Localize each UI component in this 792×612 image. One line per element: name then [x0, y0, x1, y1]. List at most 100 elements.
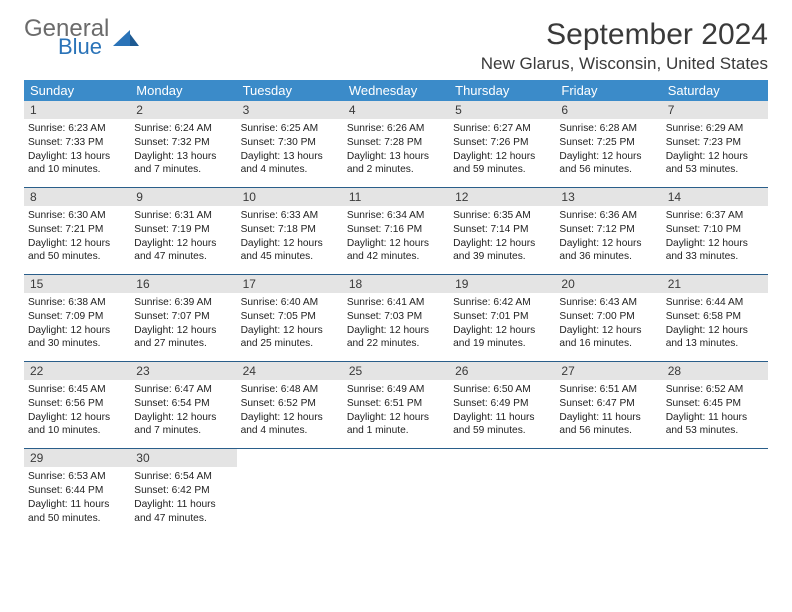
day-number: 25: [343, 362, 449, 380]
day-body: Sunrise: 6:43 AMSunset: 7:00 PMDaylight:…: [555, 293, 661, 361]
sunrise-line: Sunrise: 6:52 AM: [666, 383, 764, 397]
day-of-week-header: Thursday: [449, 80, 555, 101]
header: General Blue September 2024 New Glarus, …: [24, 18, 768, 74]
sunrise-line: Sunrise: 6:30 AM: [28, 209, 126, 223]
day-number: 21: [662, 275, 768, 293]
day-cell: 30Sunrise: 6:54 AMSunset: 6:42 PMDayligh…: [130, 449, 236, 536]
day-number: 12: [449, 188, 555, 206]
day-body: Sunrise: 6:51 AMSunset: 6:47 PMDaylight:…: [555, 380, 661, 448]
sunset-line: Sunset: 7:25 PM: [559, 136, 657, 150]
empty-cell: [555, 449, 661, 536]
day-cell: 22Sunrise: 6:45 AMSunset: 6:56 PMDayligh…: [24, 362, 130, 449]
empty-cell: [343, 449, 449, 536]
day-body: Sunrise: 6:53 AMSunset: 6:44 PMDaylight:…: [24, 467, 130, 535]
week-row: 29Sunrise: 6:53 AMSunset: 6:44 PMDayligh…: [24, 449, 768, 536]
sunset-line: Sunset: 7:05 PM: [241, 310, 339, 324]
sunset-line: Sunset: 7:03 PM: [347, 310, 445, 324]
day-cell: 15Sunrise: 6:38 AMSunset: 7:09 PMDayligh…: [24, 275, 130, 362]
day-of-week-header: Sunday: [24, 80, 130, 101]
sunset-line: Sunset: 7:00 PM: [559, 310, 657, 324]
day-body: Sunrise: 6:49 AMSunset: 6:51 PMDaylight:…: [343, 380, 449, 448]
day-cell: 2Sunrise: 6:24 AMSunset: 7:32 PMDaylight…: [130, 101, 236, 188]
daylight-line: Daylight: 12 hours and 13 minutes.: [666, 324, 764, 352]
month-title: September 2024: [481, 18, 768, 52]
sunset-line: Sunset: 6:52 PM: [241, 397, 339, 411]
day-cell: 13Sunrise: 6:36 AMSunset: 7:12 PMDayligh…: [555, 188, 661, 275]
day-cell: 17Sunrise: 6:40 AMSunset: 7:05 PMDayligh…: [237, 275, 343, 362]
day-number: 19: [449, 275, 555, 293]
daylight-line: Daylight: 12 hours and 53 minutes.: [666, 150, 764, 178]
day-body: Sunrise: 6:24 AMSunset: 7:32 PMDaylight:…: [130, 119, 236, 187]
day-cell: 14Sunrise: 6:37 AMSunset: 7:10 PMDayligh…: [662, 188, 768, 275]
day-of-week-header: Saturday: [662, 80, 768, 101]
day-body: Sunrise: 6:38 AMSunset: 7:09 PMDaylight:…: [24, 293, 130, 361]
daylight-line: Daylight: 12 hours and 16 minutes.: [559, 324, 657, 352]
sunset-line: Sunset: 7:33 PM: [28, 136, 126, 150]
day-number: 28: [662, 362, 768, 380]
brand-blue: Blue: [58, 37, 109, 58]
daylight-line: Daylight: 12 hours and 25 minutes.: [241, 324, 339, 352]
sunrise-line: Sunrise: 6:25 AM: [241, 122, 339, 136]
day-number: 5: [449, 101, 555, 119]
day-body: Sunrise: 6:47 AMSunset: 6:54 PMDaylight:…: [130, 380, 236, 448]
daylight-line: Daylight: 12 hours and 22 minutes.: [347, 324, 445, 352]
day-number: 4: [343, 101, 449, 119]
empty-cell: [449, 449, 555, 536]
title-block: September 2024 New Glarus, Wisconsin, Un…: [481, 18, 768, 74]
week-row: 8Sunrise: 6:30 AMSunset: 7:21 PMDaylight…: [24, 188, 768, 275]
daylight-line: Daylight: 12 hours and 56 minutes.: [559, 150, 657, 178]
day-cell: 16Sunrise: 6:39 AMSunset: 7:07 PMDayligh…: [130, 275, 236, 362]
sunset-line: Sunset: 7:23 PM: [666, 136, 764, 150]
day-number: 29: [24, 449, 130, 467]
sunset-line: Sunset: 7:19 PM: [134, 223, 232, 237]
day-number: 15: [24, 275, 130, 293]
day-number: 2: [130, 101, 236, 119]
sunset-line: Sunset: 7:09 PM: [28, 310, 126, 324]
day-number: 26: [449, 362, 555, 380]
sunrise-line: Sunrise: 6:38 AM: [28, 296, 126, 310]
day-cell: 3Sunrise: 6:25 AMSunset: 7:30 PMDaylight…: [237, 101, 343, 188]
day-cell: 20Sunrise: 6:43 AMSunset: 7:00 PMDayligh…: [555, 275, 661, 362]
day-cell: 8Sunrise: 6:30 AMSunset: 7:21 PMDaylight…: [24, 188, 130, 275]
sunrise-line: Sunrise: 6:43 AM: [559, 296, 657, 310]
day-cell: 4Sunrise: 6:26 AMSunset: 7:28 PMDaylight…: [343, 101, 449, 188]
day-body: Sunrise: 6:48 AMSunset: 6:52 PMDaylight:…: [237, 380, 343, 448]
day-cell: 29Sunrise: 6:53 AMSunset: 6:44 PMDayligh…: [24, 449, 130, 536]
sunset-line: Sunset: 6:58 PM: [666, 310, 764, 324]
day-of-week-row: SundayMondayTuesdayWednesdayThursdayFrid…: [24, 80, 768, 101]
sunrise-line: Sunrise: 6:49 AM: [347, 383, 445, 397]
day-body: Sunrise: 6:26 AMSunset: 7:28 PMDaylight:…: [343, 119, 449, 187]
day-body: Sunrise: 6:36 AMSunset: 7:12 PMDaylight:…: [555, 206, 661, 274]
location: New Glarus, Wisconsin, United States: [481, 54, 768, 74]
day-body: Sunrise: 6:29 AMSunset: 7:23 PMDaylight:…: [662, 119, 768, 187]
day-body: Sunrise: 6:37 AMSunset: 7:10 PMDaylight:…: [662, 206, 768, 274]
day-of-week-header: Tuesday: [237, 80, 343, 101]
sunrise-line: Sunrise: 6:23 AM: [28, 122, 126, 136]
sunrise-line: Sunrise: 6:37 AM: [666, 209, 764, 223]
day-cell: 23Sunrise: 6:47 AMSunset: 6:54 PMDayligh…: [130, 362, 236, 449]
sunset-line: Sunset: 7:21 PM: [28, 223, 126, 237]
sunset-line: Sunset: 6:44 PM: [28, 484, 126, 498]
day-number: 14: [662, 188, 768, 206]
day-number: 7: [662, 101, 768, 119]
daylight-line: Daylight: 11 hours and 47 minutes.: [134, 498, 232, 526]
sunrise-line: Sunrise: 6:41 AM: [347, 296, 445, 310]
sunrise-line: Sunrise: 6:50 AM: [453, 383, 551, 397]
daylight-line: Daylight: 12 hours and 30 minutes.: [28, 324, 126, 352]
sunset-line: Sunset: 6:51 PM: [347, 397, 445, 411]
day-body: Sunrise: 6:45 AMSunset: 6:56 PMDaylight:…: [24, 380, 130, 448]
daylight-line: Daylight: 13 hours and 10 minutes.: [28, 150, 126, 178]
sunset-line: Sunset: 7:01 PM: [453, 310, 551, 324]
day-body: Sunrise: 6:27 AMSunset: 7:26 PMDaylight:…: [449, 119, 555, 187]
sunset-line: Sunset: 7:28 PM: [347, 136, 445, 150]
empty-cell: [237, 449, 343, 536]
sunset-line: Sunset: 7:32 PM: [134, 136, 232, 150]
sunrise-line: Sunrise: 6:47 AM: [134, 383, 232, 397]
week-row: 22Sunrise: 6:45 AMSunset: 6:56 PMDayligh…: [24, 362, 768, 449]
sunrise-line: Sunrise: 6:39 AM: [134, 296, 232, 310]
day-body: Sunrise: 6:41 AMSunset: 7:03 PMDaylight:…: [343, 293, 449, 361]
sunrise-line: Sunrise: 6:33 AM: [241, 209, 339, 223]
daylight-line: Daylight: 12 hours and 59 minutes.: [453, 150, 551, 178]
day-cell: 10Sunrise: 6:33 AMSunset: 7:18 PMDayligh…: [237, 188, 343, 275]
daylight-line: Daylight: 11 hours and 53 minutes.: [666, 411, 764, 439]
